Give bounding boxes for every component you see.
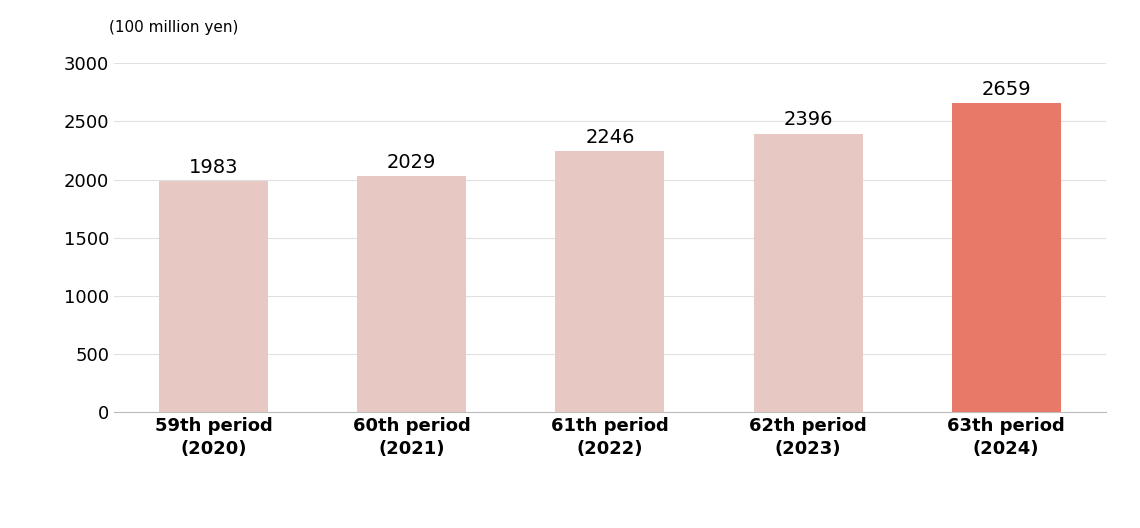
- Bar: [555, 151, 665, 412]
- Text: 2396: 2396: [783, 110, 833, 129]
- Bar: [754, 134, 863, 412]
- Text: 1983: 1983: [189, 158, 238, 177]
- Bar: [357, 176, 466, 412]
- Text: 2246: 2246: [585, 128, 635, 147]
- Bar: [952, 103, 1060, 412]
- Text: (100 million yen): (100 million yen): [109, 21, 238, 35]
- Text: 2659: 2659: [982, 80, 1031, 99]
- Bar: [160, 182, 268, 412]
- Text: 2029: 2029: [388, 153, 437, 172]
